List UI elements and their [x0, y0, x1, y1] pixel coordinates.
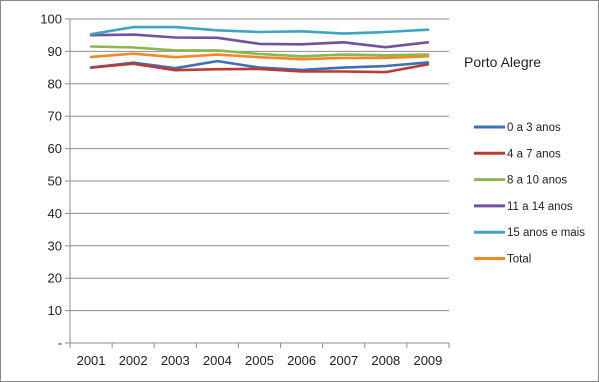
legend-label: 11 a 14 anos [507, 201, 573, 213]
x-tick-label: 2007 [329, 353, 358, 368]
series-line [89, 62, 430, 74]
x-tick-label: 2005 [245, 353, 274, 368]
y-tick-label: 10 [48, 303, 62, 318]
x-tick-label: 2009 [413, 353, 442, 368]
series-line [89, 52, 430, 61]
legend-item: Total [474, 254, 531, 266]
legend-item: 0 a 3 anos [474, 122, 561, 134]
legend: 0 a 3 anos 4 a 7 anos 8 a 10 anos 11 a 14 a… [474, 122, 585, 266]
y-tick-label: 20 [48, 271, 62, 286]
gridlines [70, 18, 449, 312]
legend-label: Total [507, 254, 531, 266]
y-tick-label: 50 [48, 174, 62, 189]
series-line [89, 45, 430, 58]
legend-item: 8 a 10 anos [474, 175, 567, 187]
axes: - 10 20 30 40 50 60 70 80 90 100 2001 2002 2003 2004 20… [40, 12, 450, 368]
y-tick-label: 90 [48, 44, 62, 59]
legend-item: 15 anos e mais [474, 227, 585, 239]
x-tick-label: 2004 [203, 353, 232, 368]
legend-item: 4 a 7 anos [474, 148, 561, 160]
series-line [89, 59, 430, 72]
legend-item: 11 a 14 anos [474, 201, 573, 213]
legend-label: 8 a 10 anos [507, 175, 567, 187]
series-lines [89, 25, 430, 74]
y-tick-label: 40 [48, 206, 62, 221]
y-tick-label: 60 [48, 141, 62, 156]
y-tick-label: 70 [48, 109, 62, 124]
series-line [89, 33, 430, 49]
y-tick-label: 30 [48, 238, 62, 253]
legend-label: 4 a 7 anos [507, 148, 561, 160]
chart-title: Porto Alegre [464, 54, 541, 70]
series-line [89, 25, 430, 36]
y-tick-label: 80 [48, 76, 62, 91]
x-tick-label: 2003 [161, 353, 190, 368]
legend-label: 15 anos e mais [507, 227, 585, 239]
x-tick-label: 2006 [287, 353, 316, 368]
x-tick-label: 2001 [77, 353, 106, 368]
y-tick-label: - [58, 336, 62, 351]
x-tick-label: 2002 [119, 353, 148, 368]
x-tick-label: 2008 [371, 353, 400, 368]
legend-label: 0 a 3 anos [507, 122, 561, 134]
y-tick-label: 100 [40, 12, 62, 27]
